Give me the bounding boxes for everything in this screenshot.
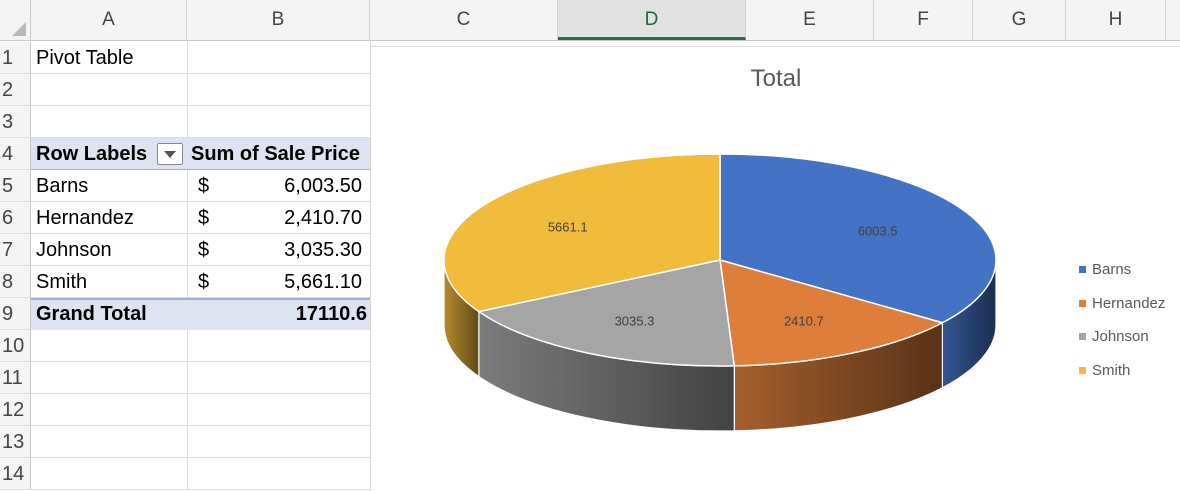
grid-line bbox=[31, 105, 370, 106]
row-header-13[interactable]: 13 bbox=[0, 426, 31, 458]
pivot-row-value[interactable]: 3,035.30 bbox=[284, 239, 362, 261]
legend-item-johnson[interactable]: Johnson bbox=[1079, 320, 1165, 354]
legend-item-smith[interactable]: Smith bbox=[1079, 354, 1165, 388]
select-all-triangle-icon bbox=[12, 22, 26, 36]
pivot-row-value[interactable]: 2,410.70 bbox=[284, 207, 362, 229]
pivot-row-label[interactable]: Hernandez bbox=[36, 207, 134, 229]
column-header-f[interactable]: F bbox=[874, 0, 973, 40]
chart-title[interactable]: Total bbox=[750, 65, 802, 92]
pie-slice-smith[interactable] bbox=[443, 153, 721, 313]
row-header-3[interactable]: 3 bbox=[0, 106, 31, 138]
grand-total-value[interactable]: 17110.6 bbox=[295, 303, 367, 325]
legend-swatch bbox=[1079, 366, 1086, 374]
pivot-row-currency: $ bbox=[198, 239, 210, 261]
grid-line bbox=[31, 137, 370, 138]
legend-swatch bbox=[1079, 266, 1086, 274]
grand-total-row bbox=[31, 298, 370, 330]
pivot-row-currency: $ bbox=[198, 175, 210, 197]
cell-a1[interactable]: Pivot Table bbox=[36, 47, 134, 69]
row-header-4[interactable]: 4 bbox=[0, 138, 31, 170]
row-header-14[interactable]: 14 bbox=[0, 458, 31, 490]
pivot-header-row bbox=[31, 138, 370, 170]
legend-label: Barns bbox=[1092, 261, 1132, 279]
grid-line bbox=[31, 265, 370, 266]
grid-line bbox=[31, 201, 370, 202]
pie-data-labels: 6003.5 2410.7 3035.3 5661.1 bbox=[548, 220, 898, 329]
chart-legend[interactable]: Barns Hernandez Johnson Smith bbox=[1079, 253, 1165, 387]
pivot-header-sum[interactable]: Sum of Sale Price bbox=[191, 143, 360, 165]
pie-chart[interactable]: Total 6003.5 2410.7 3035.3 5661.1 Barns Her… bbox=[370, 46, 1180, 490]
legend-label: Johnson bbox=[1092, 328, 1149, 346]
column-header-e[interactable]: E bbox=[746, 0, 874, 40]
pivot-row-label[interactable]: Smith bbox=[36, 271, 88, 293]
row-header-12[interactable]: 12 bbox=[0, 394, 31, 426]
legend-item-barns[interactable]: Barns bbox=[1079, 253, 1165, 287]
row-header-8[interactable]: 8 bbox=[0, 266, 31, 298]
grand-total-label[interactable]: Grand Total bbox=[36, 303, 147, 325]
select-all-corner[interactable] bbox=[0, 0, 31, 40]
row-header-9[interactable]: 9 bbox=[0, 298, 31, 330]
column-header-b[interactable]: B bbox=[187, 0, 370, 40]
column-header-d[interactable]: D bbox=[558, 0, 746, 40]
column-header-a[interactable]: A bbox=[31, 0, 187, 40]
data-label-barns: 6003.5 bbox=[858, 223, 898, 238]
row-header-7[interactable]: 7 bbox=[0, 234, 31, 266]
legend-label: Smith bbox=[1092, 361, 1131, 379]
column-header-h[interactable]: H bbox=[1066, 0, 1166, 40]
grid-line bbox=[31, 457, 370, 458]
grid-line bbox=[31, 233, 370, 234]
row-header-6[interactable]: 6 bbox=[0, 202, 31, 234]
grid-line bbox=[31, 393, 370, 394]
legend-label: Hernandez bbox=[1092, 294, 1166, 312]
row-header-2[interactable]: 2 bbox=[0, 74, 31, 106]
row-header-11[interactable]: 11 bbox=[0, 362, 31, 394]
pivot-header-row-labels[interactable]: Row Labels bbox=[36, 143, 148, 165]
row-labels-filter-button[interactable] bbox=[157, 143, 183, 165]
dropdown-arrow-icon bbox=[164, 151, 176, 158]
legend-swatch bbox=[1079, 333, 1086, 341]
pie-chart-plot[interactable]: 6003.5 2410.7 3035.3 5661.1 bbox=[371, 47, 1180, 491]
pie-slice-johnson[interactable] bbox=[476, 259, 736, 367]
pivot-row-label[interactable]: Johnson bbox=[36, 239, 112, 261]
legend-item-hernandez[interactable]: Hernandez bbox=[1079, 287, 1165, 321]
pie-slice-hernandez[interactable] bbox=[719, 258, 945, 367]
row-header-1[interactable]: 1 bbox=[0, 42, 31, 74]
data-label-hernandez: 2410.7 bbox=[784, 314, 824, 329]
pivot-row-value[interactable]: 5,661.10 bbox=[284, 271, 362, 293]
data-label-johnson: 3035.3 bbox=[615, 313, 655, 328]
column-header-c[interactable]: C bbox=[370, 0, 558, 40]
row-header-10[interactable]: 10 bbox=[0, 330, 31, 362]
data-label-smith: 5661.1 bbox=[548, 220, 588, 235]
column-header-g[interactable]: G bbox=[973, 0, 1066, 40]
grid-line bbox=[31, 73, 370, 74]
pivot-row-label[interactable]: Barns bbox=[36, 175, 89, 197]
grid-line bbox=[31, 297, 370, 298]
pivot-row-currency: $ bbox=[198, 207, 210, 229]
grid-line bbox=[31, 361, 370, 362]
grid-line bbox=[31, 425, 370, 426]
legend-swatch bbox=[1079, 299, 1086, 307]
pie-slices bbox=[443, 153, 997, 367]
pivot-row-currency: $ bbox=[198, 271, 210, 293]
pivot-row-value[interactable]: 6,003.50 bbox=[284, 175, 362, 197]
pie-slice-barns[interactable] bbox=[719, 153, 997, 324]
row-header-5[interactable]: 5 bbox=[0, 170, 31, 202]
